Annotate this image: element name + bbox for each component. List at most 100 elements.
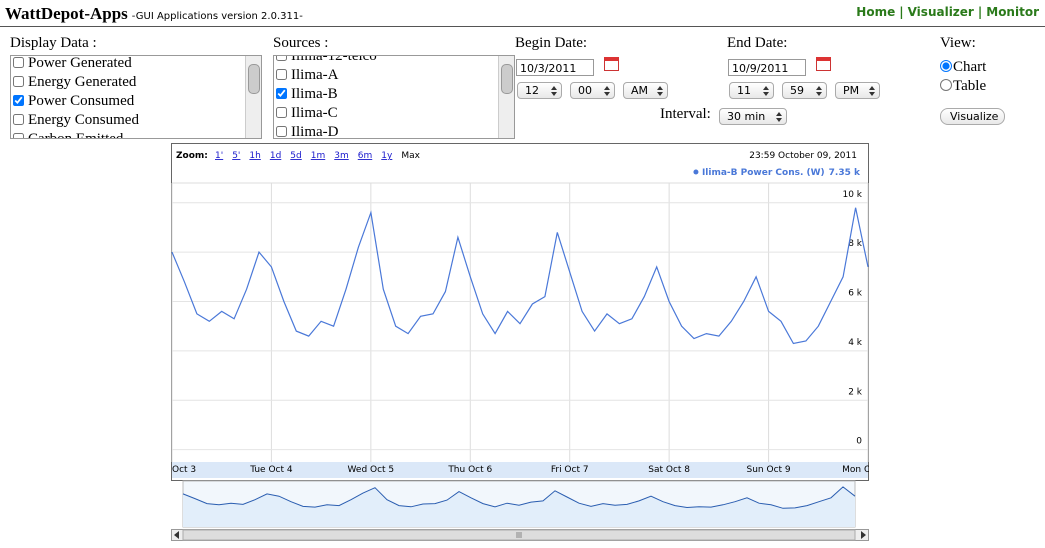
checkbox[interactable] [276, 107, 287, 118]
x-tick-label: Tue Oct 4 [249, 465, 293, 475]
select[interactable]: 30 min [719, 108, 787, 125]
scroll-thumb[interactable] [248, 64, 260, 94]
radio-label: Table [953, 78, 987, 94]
zoom-option[interactable]: 6m [358, 151, 373, 161]
list-item[interactable]: Ilima-B [276, 85, 338, 104]
nav-link[interactable]: Visualizer [907, 5, 974, 19]
app-subtitle: -GUI Applications version 2.0.311- [131, 11, 303, 22]
y-tick-label: 6 k [848, 289, 863, 299]
radio-label: Chart [953, 59, 987, 75]
select-arrows [763, 86, 769, 96]
item-label: Ilima-12-telco [291, 55, 377, 64]
visualize-button[interactable]: Visualize [940, 108, 1005, 125]
scroll-grip [516, 532, 522, 538]
link-separator: | [977, 5, 983, 19]
select[interactable]: 59 [782, 82, 827, 99]
checkbox[interactable] [13, 57, 24, 68]
list-item[interactable]: Power Generated [13, 55, 132, 73]
select[interactable]: 12 [517, 82, 562, 99]
scrollbar[interactable] [498, 56, 514, 138]
select-value: PM [843, 84, 860, 97]
app-title: WattDepot-Apps [5, 4, 128, 23]
checkbox[interactable] [276, 69, 287, 80]
select[interactable]: 00 [570, 82, 615, 99]
zoom-option: Max [401, 151, 420, 161]
item-label: Power Generated [28, 55, 132, 71]
select[interactable]: AM [623, 82, 668, 99]
x-tick-label: Wed Oct 5 [348, 465, 395, 475]
timestamp: 23:59 October 09, 2011 [749, 151, 857, 161]
x-axis-band [172, 462, 868, 478]
list-item[interactable]: Power Consumed [13, 92, 134, 111]
list-item[interactable]: Carbon Emitted [13, 130, 124, 139]
select-value: 30 min [727, 110, 766, 123]
select-value: 00 [578, 84, 592, 97]
checkbox[interactable] [13, 95, 24, 106]
list-item[interactable]: Ilima-12-telco [276, 55, 377, 66]
item-label: Carbon Emitted [28, 131, 124, 139]
zoom-option[interactable]: 1h [249, 151, 260, 161]
item-label: Energy Generated [28, 74, 137, 90]
item-label: Energy Consumed [28, 112, 139, 128]
list-box[interactable]: Ilima-12-telco Ilima-A Ilima-B Ilima-C Ilima… [273, 55, 515, 139]
x-tick-label: Fri Oct 7 [551, 465, 589, 475]
date-input[interactable]: 10/9/2011 [728, 59, 806, 76]
select-arrows [816, 86, 822, 96]
link-separator: | [899, 5, 904, 19]
scroll-thumb[interactable] [501, 64, 513, 94]
header-rule [0, 26, 1045, 27]
select[interactable]: PM [835, 82, 880, 99]
checkbox[interactable] [13, 133, 24, 138]
app-header: WattDepot-Apps -GUI Applications version… [5, 4, 303, 24]
scrollbar[interactable] [245, 56, 261, 138]
radio-option[interactable]: Table [940, 78, 986, 95]
select[interactable]: 11 [729, 82, 774, 99]
legend-value: 7.35 k [829, 168, 861, 178]
nav-link[interactable]: Home [856, 5, 896, 19]
item-label: Ilima-B [291, 86, 338, 102]
select-arrows [657, 86, 663, 96]
zoom-label: Zoom: [176, 151, 208, 161]
date-input[interactable]: 10/3/2011 [516, 59, 594, 76]
zoom-option[interactable]: 1y [381, 151, 393, 161]
calendar-icon[interactable] [816, 57, 831, 71]
field-label: Begin Date: [515, 35, 588, 51]
zoom-option[interactable]: 1m [311, 151, 326, 161]
scroll-right[interactable] [861, 531, 866, 539]
list-item[interactable]: Ilima-D [276, 123, 338, 138]
select-value: 12 [525, 84, 539, 97]
list-item[interactable]: Ilima-C [276, 104, 338, 123]
zoom-option[interactable]: 1d [270, 151, 281, 161]
calendar-icon[interactable] [604, 57, 619, 71]
checkbox[interactable] [276, 126, 287, 137]
navigator-line [182, 486, 856, 509]
list-item[interactable]: Energy Generated [13, 73, 136, 92]
checkbox[interactable] [276, 56, 287, 61]
y-tick-label: 8 k [848, 239, 863, 249]
legend-marker [693, 169, 699, 175]
field-label: Sources : [273, 35, 329, 51]
list-box[interactable]: Power Generated Energy Generated Power Con… [10, 55, 262, 139]
list-item[interactable]: Ilima-A [276, 66, 338, 85]
nav-links: Home | Visualizer | Monitor [856, 5, 1039, 19]
x-tick-label: Thu Oct 6 [447, 465, 492, 475]
nav-link[interactable]: Monitor [986, 5, 1039, 19]
field-label: View: [940, 35, 976, 51]
series-line [171, 207, 869, 345]
zoom-option[interactable]: 5' [232, 151, 240, 161]
checkbox[interactable] [13, 76, 24, 87]
field-label: End Date: [727, 35, 788, 51]
x-tick-label: Mon Oct 10 [842, 465, 869, 475]
checkbox[interactable] [13, 114, 24, 125]
zoom-option[interactable]: 1' [215, 151, 223, 161]
radio[interactable] [940, 79, 952, 91]
select-value: 59 [790, 84, 804, 97]
list-item[interactable]: Energy Consumed [13, 111, 139, 130]
zoom-option[interactable]: 5d [290, 151, 301, 161]
radio-option[interactable]: Chart [940, 59, 986, 76]
checkbox[interactable] [276, 88, 287, 99]
radio[interactable] [940, 60, 952, 72]
select-arrows [869, 86, 875, 96]
scroll-left[interactable] [174, 531, 179, 539]
zoom-option[interactable]: 3m [334, 151, 349, 161]
